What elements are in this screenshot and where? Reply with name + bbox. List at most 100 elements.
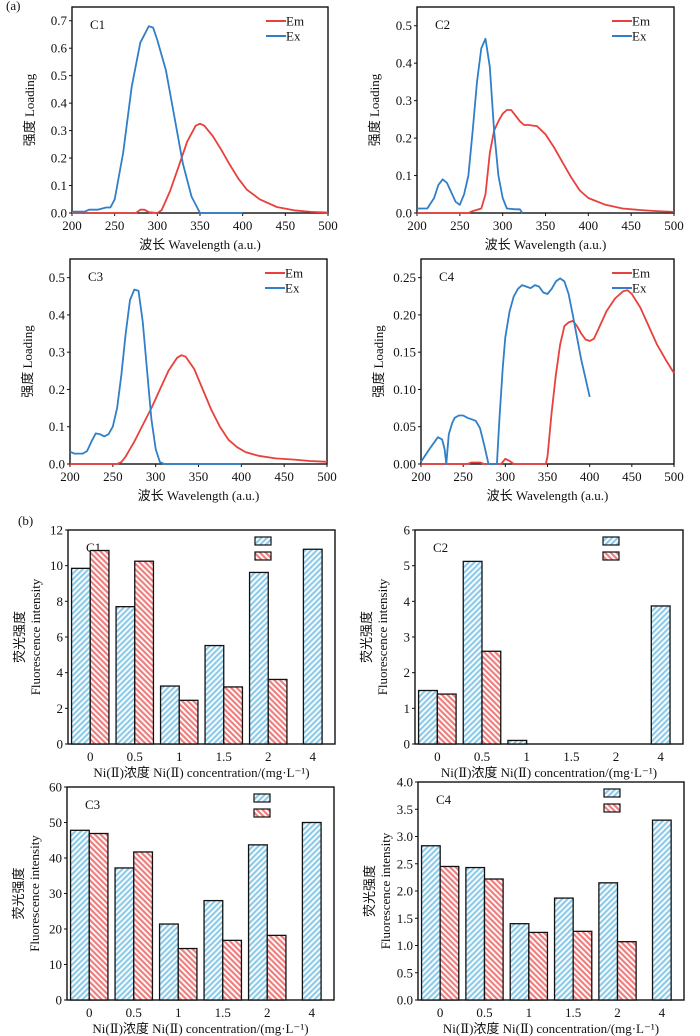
bar-red-0 (88, 832, 109, 1001)
y-axis-label-cn: 荧光强度 (12, 611, 27, 663)
bar-red-2 (616, 941, 637, 1001)
bar-red-1.5 (223, 686, 244, 745)
x-tick-label: 250 (450, 218, 470, 233)
x-tick-label: 1.5 (216, 749, 232, 764)
y-tick-label: 6 (404, 523, 411, 538)
chart-a-C3: 0.0 0.1 0.2 0.3 0.4 0.5 C3 200 250 300 350 400 450 50… (20, 258, 337, 503)
y-tick-label: 40 (49, 851, 62, 866)
y-tick-label: 0.3 (51, 123, 67, 138)
x-tick-label: 0 (86, 1005, 93, 1020)
x-tick-label: 0 (434, 749, 441, 764)
bar-blue-2 (248, 571, 269, 745)
x-axis-label: 波长 Wavelength (a.u.) (138, 488, 260, 503)
y-tick-label: 2.5 (397, 856, 413, 871)
x-tick-label: 400 (580, 469, 600, 484)
y-tick-label: 12 (50, 523, 63, 538)
x-tick-label: 2 (613, 749, 620, 764)
bar-blue-1.5 (553, 897, 574, 1001)
bar-blue-0.5 (115, 606, 136, 745)
bar-red-1 (528, 931, 549, 1001)
panel-a-label: (a) (6, 0, 21, 13)
x-tick-label: 400 (232, 469, 252, 484)
legend-label-em: Em (286, 14, 304, 29)
x-tick-label: 300 (148, 218, 168, 233)
y-tick-label: 1.5 (397, 911, 413, 926)
y-tick-label: 0.0 (396, 206, 412, 221)
x-tick-label: 500 (664, 218, 684, 233)
series-line-em (70, 354, 328, 465)
bar-red-1 (177, 947, 198, 1001)
y-tick-label: 0.3 (396, 93, 412, 108)
x-tick-label: 0.5 (474, 749, 490, 764)
y-tick-label: 4 (57, 665, 64, 680)
chart-title: C1 (90, 17, 105, 32)
x-tick-label: 200 (407, 218, 427, 233)
chart-title: C4 (439, 269, 455, 284)
y-tick-label: 0.5 (49, 270, 65, 285)
bar-blue-4 (302, 548, 323, 745)
bar-red-1.5 (572, 930, 593, 1001)
x-tick-label: 450 (622, 469, 642, 484)
y-tick-label: 10 (49, 957, 62, 972)
bar-blue-0.5 (465, 866, 486, 1001)
bar-blue-4 (650, 605, 671, 745)
y-tick-label: 20 (49, 922, 62, 937)
legend-swatch-blue (602, 536, 620, 546)
y-axis-label: 强度 Loading (22, 73, 37, 146)
series-line-ex (72, 25, 243, 214)
legend-label-em: Em (632, 266, 650, 281)
series-line-em (417, 109, 675, 214)
y-axis-label-cn: 荧光强度 (362, 865, 377, 917)
x-tick-label: 300 (496, 469, 516, 484)
x-tick-label: 1.5 (565, 1005, 581, 1020)
legend-label-em: Em (632, 14, 650, 29)
x-axis-label: Ni(Ⅱ)浓度 Ni(Ⅱ) concentration/(mg·L⁻¹) (92, 1021, 308, 1036)
bar-red-0.5 (134, 560, 155, 745)
y-tick-label: 0.5 (396, 18, 412, 33)
x-tick-label: 450 (274, 469, 294, 484)
legend-swatch-red (602, 551, 620, 561)
x-tick-label: 1 (526, 1005, 533, 1020)
bar-red-1 (178, 699, 199, 745)
y-tick-label: 0.1 (51, 178, 67, 193)
bar-red-0 (439, 865, 460, 1001)
chart-title: C3 (88, 269, 103, 284)
x-tick-label: 250 (103, 469, 123, 484)
y-tick-label: 4.0 (397, 775, 413, 790)
bar-blue-1 (158, 923, 179, 1001)
y-axis-label-cn: 荧光强度 (359, 611, 374, 663)
bar-blue-0.5 (462, 560, 483, 745)
x-tick-label: 250 (105, 218, 125, 233)
chart-title: C2 (435, 17, 450, 32)
y-tick-label: 0.0 (49, 457, 65, 472)
y-tick-label: 60 (49, 780, 62, 795)
chart-title: C2 (433, 540, 448, 555)
y-tick-label: 10 (50, 558, 63, 573)
x-tick-label: 250 (453, 469, 473, 484)
x-tick-label: 1.5 (563, 749, 579, 764)
x-tick-label: 1.5 (215, 1005, 231, 1020)
bar-red-0 (89, 549, 110, 745)
y-tick-label: 0.7 (51, 13, 68, 28)
bar-blue-1.5 (204, 644, 225, 745)
y-axis-label: 强度 Loading (20, 325, 35, 398)
bar-blue-1.5 (203, 899, 224, 1001)
y-tick-label: 1.0 (397, 938, 413, 953)
y-tick-label: 0.00 (393, 457, 416, 472)
y-tick-label: 0.10 (393, 382, 416, 397)
x-tick-label: 4 (657, 749, 664, 764)
bar-blue-1 (507, 739, 528, 745)
x-tick-label: 300 (146, 469, 166, 484)
x-tick-label: 350 (536, 218, 556, 233)
chart-a-C4: 0.00 0.05 0.10 0.15 0.20 0.25 C4 200 250 300 350 40… (371, 258, 684, 503)
y-tick-label: 0.0 (397, 993, 413, 1008)
bar-red-0.5 (481, 650, 502, 745)
y-tick-label: 5 (404, 558, 411, 573)
y-tick-label: 0.4 (396, 56, 413, 71)
x-axis-label: Ni(Ⅱ)浓度 Ni(Ⅱ) concentration/(mg·L⁻¹) (443, 1021, 659, 1036)
y-tick-label: 2 (57, 701, 64, 716)
x-tick-label: 300 (493, 218, 513, 233)
x-axis-label: Ni(Ⅱ)浓度 Ni(Ⅱ) concentration/(mg·L⁻¹) (93, 765, 309, 780)
chart-b-C4: 0.0 0.5 1.0 1.5 2.0 2.5 3.0 3.5 4.0 C4 0 0.5 1 1.5 2 4N… (362, 775, 685, 1036)
